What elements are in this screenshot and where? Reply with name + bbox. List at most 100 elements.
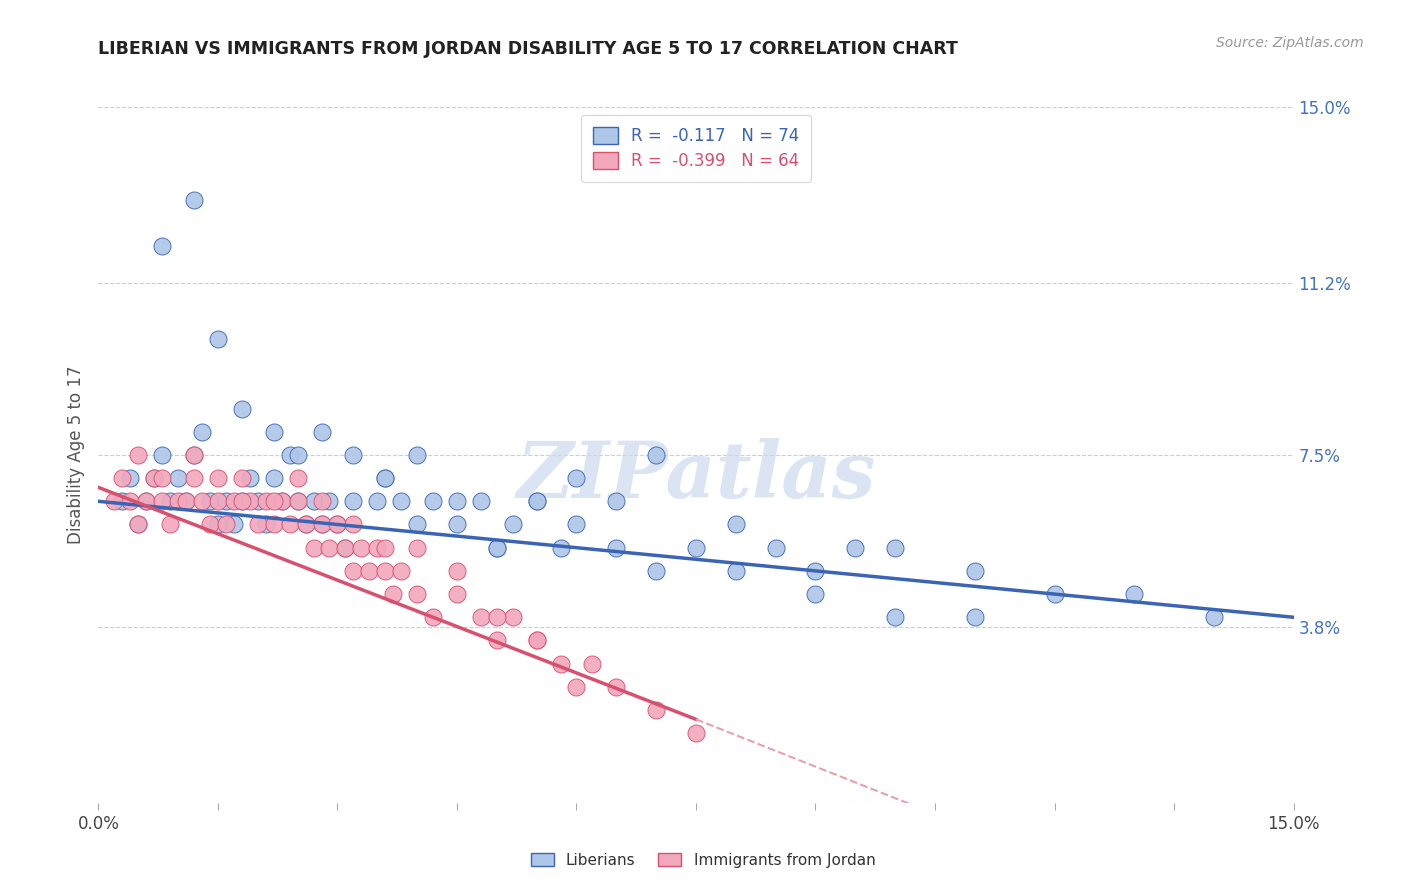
Point — [287, 494, 309, 508]
Point — [207, 332, 229, 346]
Point — [342, 494, 364, 508]
Point — [174, 494, 197, 508]
Point — [406, 517, 429, 532]
Point — [294, 517, 316, 532]
Legend: R =  -0.117   N = 74, R =  -0.399   N = 64: R = -0.117 N = 74, R = -0.399 N = 64 — [581, 115, 811, 182]
Point — [135, 494, 157, 508]
Point — [605, 494, 627, 508]
Text: ZIPatlas: ZIPatlas — [516, 438, 876, 514]
Point — [311, 425, 333, 439]
Point — [350, 541, 373, 555]
Point — [565, 471, 588, 485]
Point — [263, 494, 285, 508]
Point — [222, 517, 245, 532]
Point — [844, 541, 866, 555]
Point — [254, 494, 277, 508]
Point — [103, 494, 125, 508]
Point — [239, 494, 262, 508]
Point — [150, 471, 173, 485]
Point — [311, 517, 333, 532]
Point — [804, 587, 827, 601]
Point — [127, 517, 149, 532]
Point — [884, 610, 907, 624]
Point — [406, 541, 429, 555]
Point — [502, 517, 524, 532]
Point — [191, 425, 214, 439]
Point — [120, 471, 142, 485]
Point — [446, 564, 468, 578]
Point — [446, 517, 468, 532]
Point — [502, 610, 524, 624]
Point — [207, 517, 229, 532]
Point — [302, 494, 325, 508]
Point — [963, 564, 986, 578]
Point — [167, 471, 190, 485]
Point — [215, 517, 238, 532]
Point — [318, 541, 340, 555]
Point — [246, 494, 269, 508]
Point — [804, 564, 827, 578]
Point — [207, 494, 229, 508]
Point — [159, 494, 181, 508]
Point — [198, 517, 221, 532]
Point — [287, 494, 309, 508]
Point — [127, 448, 149, 462]
Point — [526, 633, 548, 648]
Point — [485, 610, 508, 624]
Point — [207, 471, 229, 485]
Point — [366, 494, 388, 508]
Point — [215, 494, 238, 508]
Point — [111, 471, 134, 485]
Legend: Liberians, Immigrants from Jordan: Liberians, Immigrants from Jordan — [523, 845, 883, 875]
Point — [565, 680, 588, 694]
Point — [183, 448, 205, 462]
Point — [446, 587, 468, 601]
Point — [565, 517, 588, 532]
Point — [389, 494, 412, 508]
Point — [963, 610, 986, 624]
Point — [382, 587, 405, 601]
Point — [422, 494, 444, 508]
Point — [222, 494, 245, 508]
Point — [287, 471, 309, 485]
Point — [724, 517, 747, 532]
Point — [685, 541, 707, 555]
Point — [231, 494, 253, 508]
Point — [485, 541, 508, 555]
Point — [311, 494, 333, 508]
Point — [526, 494, 548, 508]
Point — [167, 494, 190, 508]
Point — [191, 494, 214, 508]
Point — [318, 494, 340, 508]
Point — [374, 564, 396, 578]
Point — [550, 657, 572, 671]
Point — [270, 494, 292, 508]
Point — [374, 471, 396, 485]
Point — [422, 610, 444, 624]
Point — [198, 494, 221, 508]
Point — [231, 471, 253, 485]
Point — [326, 517, 349, 532]
Point — [135, 494, 157, 508]
Point — [239, 471, 262, 485]
Text: Source: ZipAtlas.com: Source: ZipAtlas.com — [1216, 36, 1364, 50]
Point — [342, 517, 364, 532]
Point — [335, 541, 357, 555]
Point — [645, 448, 668, 462]
Point — [550, 541, 572, 555]
Point — [884, 541, 907, 555]
Point — [645, 703, 668, 717]
Point — [150, 239, 173, 253]
Point — [470, 610, 492, 624]
Point — [470, 494, 492, 508]
Y-axis label: Disability Age 5 to 17: Disability Age 5 to 17 — [67, 366, 86, 544]
Point — [366, 541, 388, 555]
Point — [246, 517, 269, 532]
Point — [183, 471, 205, 485]
Point — [374, 471, 396, 485]
Point — [645, 564, 668, 578]
Point — [150, 494, 173, 508]
Point — [526, 494, 548, 508]
Point — [278, 517, 301, 532]
Point — [1123, 587, 1146, 601]
